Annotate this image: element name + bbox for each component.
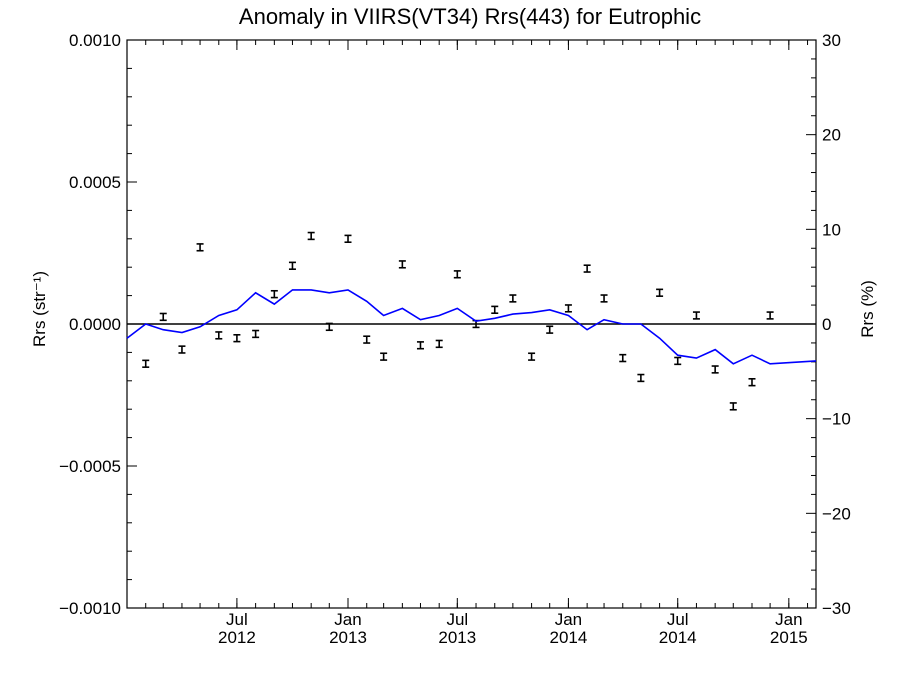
error-bar-point [528,352,536,361]
x-tick-month-label: Jan [555,610,582,629]
error-bar-point [711,365,719,374]
left-tick-label: 0.0010 [69,31,121,50]
error-bar-point [270,289,278,299]
x-tick-month-label: Jul [446,610,468,629]
error-bar-point [325,322,333,332]
error-bar-point [398,260,406,269]
left-tick-label: 0.0000 [69,315,121,334]
error-bar-point [196,243,204,252]
error-bar-point [453,270,461,279]
error-bar-point [637,373,645,383]
error-bar-point [178,345,186,354]
right-tick-label: −20 [822,504,851,523]
error-bar-point [692,311,700,320]
left-tick-label: −0.0010 [59,599,121,618]
error-bar-point [619,353,627,363]
error-bar-point [344,234,352,244]
error-bar-point [416,341,424,350]
right-tick-label: 10 [822,220,841,239]
anomaly-trend-line [126,289,817,365]
error-bar-point [233,333,241,343]
error-bar-point [600,294,608,303]
error-bar-point [748,378,756,387]
x-tick-month-label: Jan [775,610,802,629]
left-tick-label: −0.0005 [59,457,121,476]
error-bar-point [509,294,517,303]
x-tick-month-label: Jul [667,610,689,629]
right-tick-label: −30 [822,599,851,618]
x-tick-year-label: 2012 [218,628,256,647]
error-bar-point [307,231,315,241]
error-bar-point [491,305,499,315]
right-tick-label: −10 [822,410,851,429]
error-bar-point [546,325,554,334]
error-bar-point [564,304,572,313]
error-bar-point [674,356,682,366]
error-bar-point [656,288,664,297]
error-bar-point [380,352,388,361]
chart-title: Anomaly in VIIRS(VT34) Rrs(443) for Eutr… [239,4,701,29]
error-bar-point [159,312,167,322]
left-axis-label: Rrs (str⁻¹) [30,271,49,347]
right-tick-label: 20 [822,126,841,145]
right-tick-label: 30 [822,31,841,50]
left-tick-label: 0.0005 [69,173,121,192]
error-bar-point [142,359,150,368]
right-axis-label: Rrs (%) [858,280,877,338]
error-bar-point [766,311,774,320]
x-tick-year-label: 2013 [329,628,367,647]
error-bar-point [583,264,591,273]
x-tick-year-label: 2014 [659,628,697,647]
error-bar-point [435,339,443,349]
error-bar-point [252,329,260,339]
x-tick-year-label: 2013 [438,628,476,647]
right-tick-label: 0 [822,315,831,334]
error-bar-point [215,331,223,340]
error-bar-point [729,402,737,411]
x-tick-month-label: Jul [226,610,248,629]
x-tick-month-label: Jan [334,610,361,629]
error-bar-point [363,335,371,344]
x-tick-year-label: 2014 [550,628,588,647]
x-tick-year-label: 2015 [770,628,808,647]
error-bar-point [288,261,296,270]
